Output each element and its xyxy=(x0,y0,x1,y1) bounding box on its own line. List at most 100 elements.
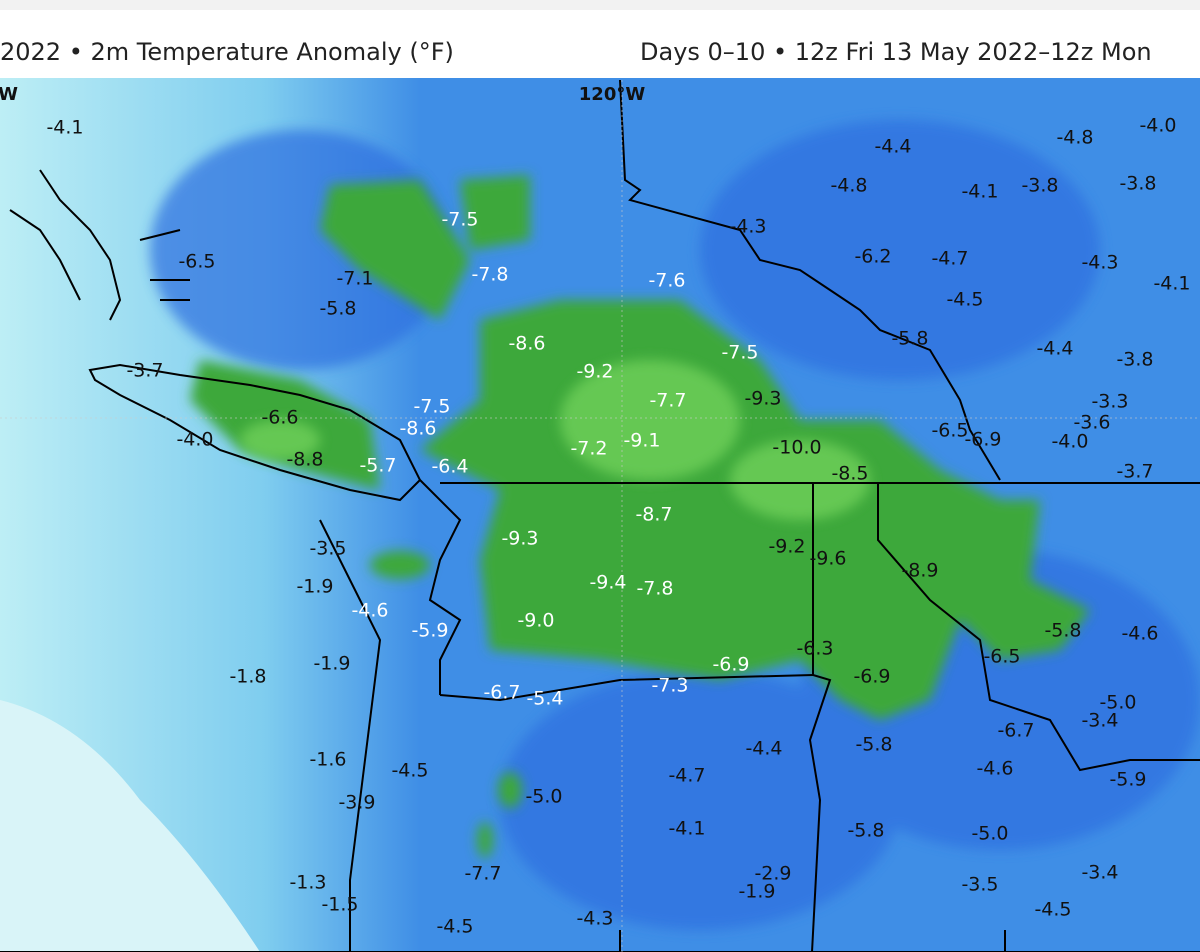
anomaly-label: -4.8 xyxy=(830,175,867,197)
anomaly-label: -5.0 xyxy=(1099,692,1136,714)
anomaly-label: -3.8 xyxy=(1116,349,1153,371)
anomaly-label: -4.6 xyxy=(351,600,388,622)
anomaly-label: -4.1 xyxy=(668,818,705,840)
anomaly-label: -5.9 xyxy=(1109,769,1146,791)
anomaly-label: -6.3 xyxy=(796,638,833,660)
anomaly-label: -4.5 xyxy=(946,289,983,311)
anomaly-label: -6.4 xyxy=(431,456,468,478)
anomaly-label: -3.5 xyxy=(961,874,998,896)
anomaly-label: -9.0 xyxy=(517,610,554,632)
anomaly-label: -5.8 xyxy=(319,298,356,320)
anomaly-label: -5.8 xyxy=(855,734,892,756)
anomaly-label: -3.4 xyxy=(1081,862,1118,884)
anomaly-label: -3.4 xyxy=(1081,710,1118,732)
header-left: 2022 • 2m Temperature Anomaly (°F) xyxy=(0,38,454,66)
anomaly-label: -4.8 xyxy=(1056,127,1093,149)
anomaly-label: -9.3 xyxy=(744,388,781,410)
bright-green-areas xyxy=(240,360,870,520)
anomaly-label: -3.3 xyxy=(1091,391,1128,413)
anomaly-label: -9.1 xyxy=(623,430,660,452)
anomaly-label: -8.5 xyxy=(831,463,868,485)
anomaly-label: -9.4 xyxy=(589,572,626,594)
anomaly-label: -6.5 xyxy=(178,251,215,273)
longitude-label: 120°W xyxy=(579,84,646,105)
anomaly-label: -10.0 xyxy=(772,437,821,459)
anomaly-label: -3.8 xyxy=(1119,173,1156,195)
anomaly-label: -5.8 xyxy=(891,328,928,350)
anomaly-label: -4.6 xyxy=(1121,623,1158,645)
anomaly-label: -7.5 xyxy=(441,209,478,231)
anomaly-label: -4.3 xyxy=(1081,252,1118,274)
anomaly-label: -4.5 xyxy=(436,916,473,938)
top-strip xyxy=(0,0,1200,10)
anomaly-label: -4.0 xyxy=(176,429,213,451)
anomaly-label: -7.8 xyxy=(636,578,673,600)
anomaly-label: -4.4 xyxy=(1036,338,1073,360)
anomaly-label: -4.6 xyxy=(976,758,1013,780)
anomaly-label: -7.7 xyxy=(464,863,501,885)
header-right: Days 0–10 • 12z Fri 13 May 2022–12z Mon xyxy=(640,38,1152,66)
anomaly-label: -1.6 xyxy=(309,749,346,771)
anomaly-label: -6.9 xyxy=(964,429,1001,451)
anomaly-label: -4.7 xyxy=(668,765,705,787)
anomaly-label: -6.2 xyxy=(854,246,891,268)
anomaly-label: -7.8 xyxy=(471,264,508,286)
anomaly-label: -7.5 xyxy=(721,342,758,364)
anomaly-label: -4.7 xyxy=(931,248,968,270)
anomaly-label: -4.3 xyxy=(576,908,613,930)
anomaly-label: -4.5 xyxy=(391,760,428,782)
anomaly-label: -1.3 xyxy=(289,872,326,894)
anomaly-label: -1.5 xyxy=(321,894,358,916)
anomaly-label: -7.6 xyxy=(648,270,685,292)
anomaly-label: -5.0 xyxy=(971,823,1008,845)
anomaly-label: -7.3 xyxy=(651,675,688,697)
borders xyxy=(0,79,1200,952)
anomaly-label: -9.2 xyxy=(768,536,805,558)
anomaly-label: -2.9 xyxy=(754,863,791,885)
anomaly-label: -5.8 xyxy=(847,820,884,842)
anomaly-label: -9.2 xyxy=(576,361,613,383)
anomaly-label: -4.3 xyxy=(729,216,766,238)
anomaly-label: -6.6 xyxy=(261,407,298,429)
anomaly-label: -8.9 xyxy=(901,560,938,582)
anomaly-label: -8.6 xyxy=(399,418,436,440)
anomaly-label: -7.2 xyxy=(570,438,607,460)
anomaly-label: -5.4 xyxy=(526,688,563,710)
anomaly-label: -4.1 xyxy=(46,117,83,139)
anomaly-label: -1.9 xyxy=(313,653,350,675)
light-area xyxy=(0,700,260,952)
anomaly-label: -1.8 xyxy=(229,666,266,688)
anomaly-label: -3.7 xyxy=(126,360,163,382)
anomaly-label: -4.4 xyxy=(874,136,911,158)
anomaly-label: -5.8 xyxy=(1044,620,1081,642)
anomaly-label: -6.9 xyxy=(712,654,749,676)
anomaly-label: -6.5 xyxy=(983,646,1020,668)
anomaly-label: -5.9 xyxy=(411,620,448,642)
anomaly-label: -1.9 xyxy=(738,881,775,903)
anomaly-label: -7.7 xyxy=(649,390,686,412)
anomaly-label: -5.0 xyxy=(525,786,562,808)
anomaly-label: -7.1 xyxy=(336,268,373,290)
anomaly-label: -3.7 xyxy=(1116,461,1153,483)
anomaly-label: -6.9 xyxy=(853,666,890,688)
anomaly-label: -4.1 xyxy=(1153,273,1190,295)
anomaly-label: -4.0 xyxy=(1051,431,1088,453)
anomaly-label: -6.5 xyxy=(931,420,968,442)
anomaly-label: -9.6 xyxy=(809,548,846,570)
anomaly-label: -5.7 xyxy=(359,455,396,477)
anomaly-label: -1.9 xyxy=(296,576,333,598)
anomaly-label: -8.6 xyxy=(508,333,545,355)
anomaly-label: -6.7 xyxy=(997,720,1034,742)
graticule xyxy=(0,80,1200,952)
anomaly-label: -4.0 xyxy=(1139,115,1176,137)
anomaly-label: -6.7 xyxy=(483,682,520,704)
anomaly-label: -4.1 xyxy=(961,181,998,203)
anomaly-label: -7.5 xyxy=(413,396,450,418)
anomaly-label: -3.6 xyxy=(1073,412,1110,434)
map: W 120°W -4.1 -6.5 -7.1 -5.8 -7.5 -7.8 -7.6 -4.3… xyxy=(0,78,1200,952)
anomaly-label: -4.5 xyxy=(1034,899,1071,921)
anomaly-label: -3.5 xyxy=(309,538,346,560)
longitude-label: W xyxy=(0,84,18,105)
anomaly-labels: -4.1 -6.5 -7.1 -5.8 -7.5 -7.8 -7.6 -4.3 -4.4 -4.8… xyxy=(46,115,1190,938)
